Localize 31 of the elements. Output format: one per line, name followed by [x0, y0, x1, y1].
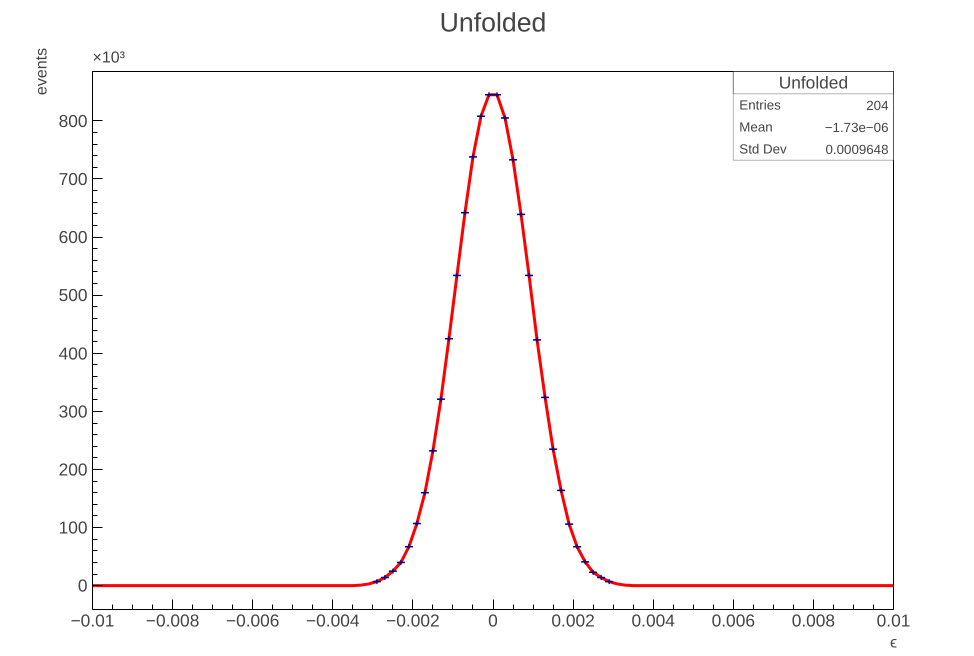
y-tick-label: 0: [78, 576, 88, 596]
y-tick-label: 300: [58, 401, 88, 422]
x-axis-title: ϵ: [890, 634, 898, 652]
y-axis-title: events: [34, 48, 51, 96]
annotation: Unfolded: [778, 72, 848, 93]
annotation: Mean: [739, 119, 773, 134]
x-tick-label: 0.006: [712, 610, 755, 630]
x-tick-label: 0.008: [792, 610, 836, 630]
annotation: 0.0009648: [825, 142, 889, 158]
x-tick-label: 0.004: [632, 610, 676, 630]
x-tick-label: 0.01: [876, 610, 910, 630]
x-tick-label: −0.006: [226, 610, 280, 630]
annotation: Std Dev: [739, 142, 788, 157]
text: ×10³: [92, 50, 126, 66]
y-tick-label: 700: [58, 168, 88, 189]
x-tick-label: −0.002: [386, 610, 440, 630]
y-tick-label: 200: [58, 459, 88, 480]
y-tick-label: 600: [58, 227, 88, 248]
x-tick-label: −0.008: [146, 610, 200, 630]
y-tick-label: 100: [58, 518, 88, 538]
x-tick-label: −0.004: [306, 610, 360, 630]
x-tick-label: 0: [488, 610, 498, 630]
x-tick-label: 0.002: [551, 610, 595, 630]
y-tick-label: 400: [58, 343, 88, 364]
annotation: 204: [866, 98, 890, 113]
annotation: Entries: [739, 97, 782, 112]
chart-title: Unfolded: [440, 8, 546, 38]
annotation: −1.73e−06: [824, 120, 889, 135]
x-tick-label: −0.01: [70, 610, 114, 630]
y-tick-label: 500: [58, 285, 88, 306]
y-tick-label: 800: [58, 110, 88, 131]
